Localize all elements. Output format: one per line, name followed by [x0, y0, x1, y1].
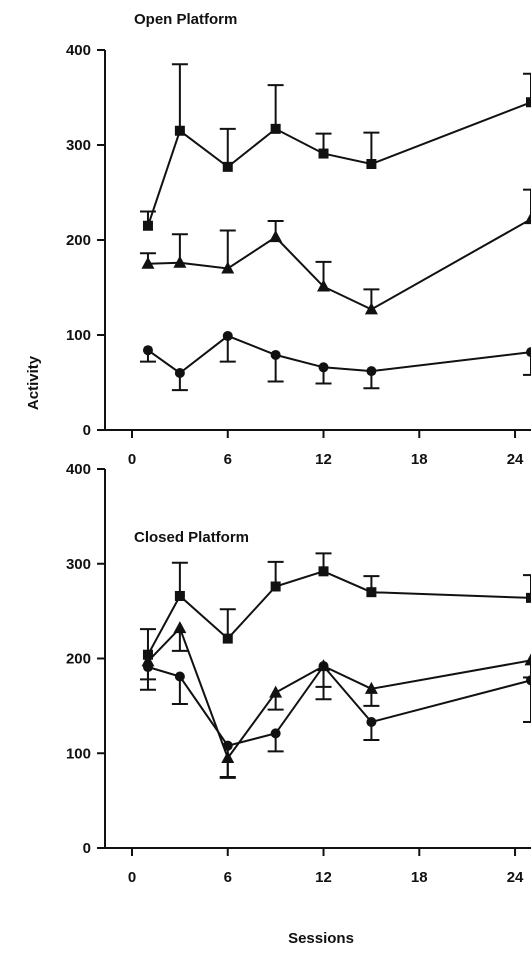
x-tick-label: 18 [411, 869, 428, 886]
data-marks [139, 552, 531, 779]
data-point-circle [222, 330, 233, 341]
data-point-square [366, 159, 377, 169]
x-tick-label: 6 [224, 869, 232, 886]
data-point-circle [270, 349, 281, 360]
open-platform-panel: Open Platform 0 100 200 300 400 0 6 12 18 24 [66, 11, 531, 468]
x-tick-label: 12 [315, 451, 332, 468]
x-tick-label: 12 [315, 869, 332, 886]
y-tick-label: 200 [66, 651, 91, 668]
data-point-circle [318, 362, 329, 373]
data-point-triangle [141, 256, 155, 269]
axes: 0 100 200 300 400 0 6 12 18 24 [66, 42, 531, 468]
data-point-square [222, 633, 233, 644]
data-point-triangle [524, 653, 531, 666]
series-triangle [139, 188, 531, 315]
x-tick-label: 0 [128, 869, 136, 886]
x-axis-title: Sessions [288, 930, 354, 947]
x-tick-label: 0 [128, 451, 136, 468]
data-point-square [142, 220, 153, 231]
data-point-circle [270, 728, 281, 739]
series-square [139, 552, 531, 660]
data-point-triangle [317, 279, 331, 292]
y-tick-label: 0 [83, 422, 91, 439]
x-tick-label: 18 [411, 451, 428, 468]
y-tick-label: 100 [66, 745, 91, 762]
data-point-square [270, 581, 281, 592]
series-circle [139, 330, 531, 392]
y-tick-label: 200 [66, 232, 91, 249]
series-line [147, 664, 531, 747]
y-tick-label: 400 [66, 461, 91, 478]
data-point-square [366, 587, 377, 598]
panel-title: Closed Platform [134, 529, 249, 546]
data-point-square [526, 97, 531, 108]
data-marks [139, 63, 531, 392]
data-point-circle [526, 347, 531, 358]
data-point-triangle [269, 685, 283, 698]
data-point-circle [174, 671, 185, 682]
series-line [147, 101, 531, 227]
data-point-square [174, 590, 185, 601]
data-point-triangle [173, 255, 187, 268]
x-tick-label: 24 [507, 451, 524, 468]
y-tick-label: 100 [66, 327, 91, 344]
x-tick-label: 24 [507, 869, 524, 886]
x-tick-label: 6 [224, 451, 232, 468]
data-point-circle [318, 661, 329, 672]
series-line [147, 334, 531, 375]
series-circle [139, 661, 531, 779]
panel-title: Open Platform [134, 11, 237, 28]
data-point-circle [174, 368, 185, 378]
series-line [147, 626, 531, 761]
y-axis-title: Activity [25, 355, 42, 410]
data-point-circle [222, 740, 233, 751]
series-line [147, 570, 531, 656]
y-tick-label: 300 [66, 556, 91, 573]
closed-platform-panel: Closed Platform 0 100 200 300 400 0 6 12 18 24 Se… [66, 461, 531, 947]
data-point-circle [142, 662, 153, 673]
data-point-square [526, 592, 531, 603]
data-point-triangle [221, 261, 235, 274]
data-point-square [318, 566, 329, 577]
data-point-circle [366, 366, 377, 377]
y-tick-label: 300 [66, 137, 91, 154]
y-tick-label: 0 [83, 840, 91, 857]
data-point-square [318, 148, 329, 159]
data-point-triangle [524, 212, 531, 225]
y-tick-label: 400 [66, 42, 91, 59]
data-point-triangle [364, 681, 378, 694]
data-point-triangle [269, 230, 283, 243]
data-point-square [222, 161, 233, 172]
data-point-triangle [173, 621, 187, 634]
series-triangle [139, 621, 531, 778]
data-point-circle [366, 716, 377, 727]
data-point-circle [142, 345, 153, 356]
series-square [139, 63, 531, 231]
axes: 0 100 200 300 400 0 6 12 18 24 [66, 461, 531, 886]
data-point-circle [526, 675, 531, 686]
data-point-triangle [364, 302, 378, 315]
data-point-square [270, 123, 281, 134]
series-line [147, 218, 531, 311]
data-point-square [174, 125, 185, 136]
